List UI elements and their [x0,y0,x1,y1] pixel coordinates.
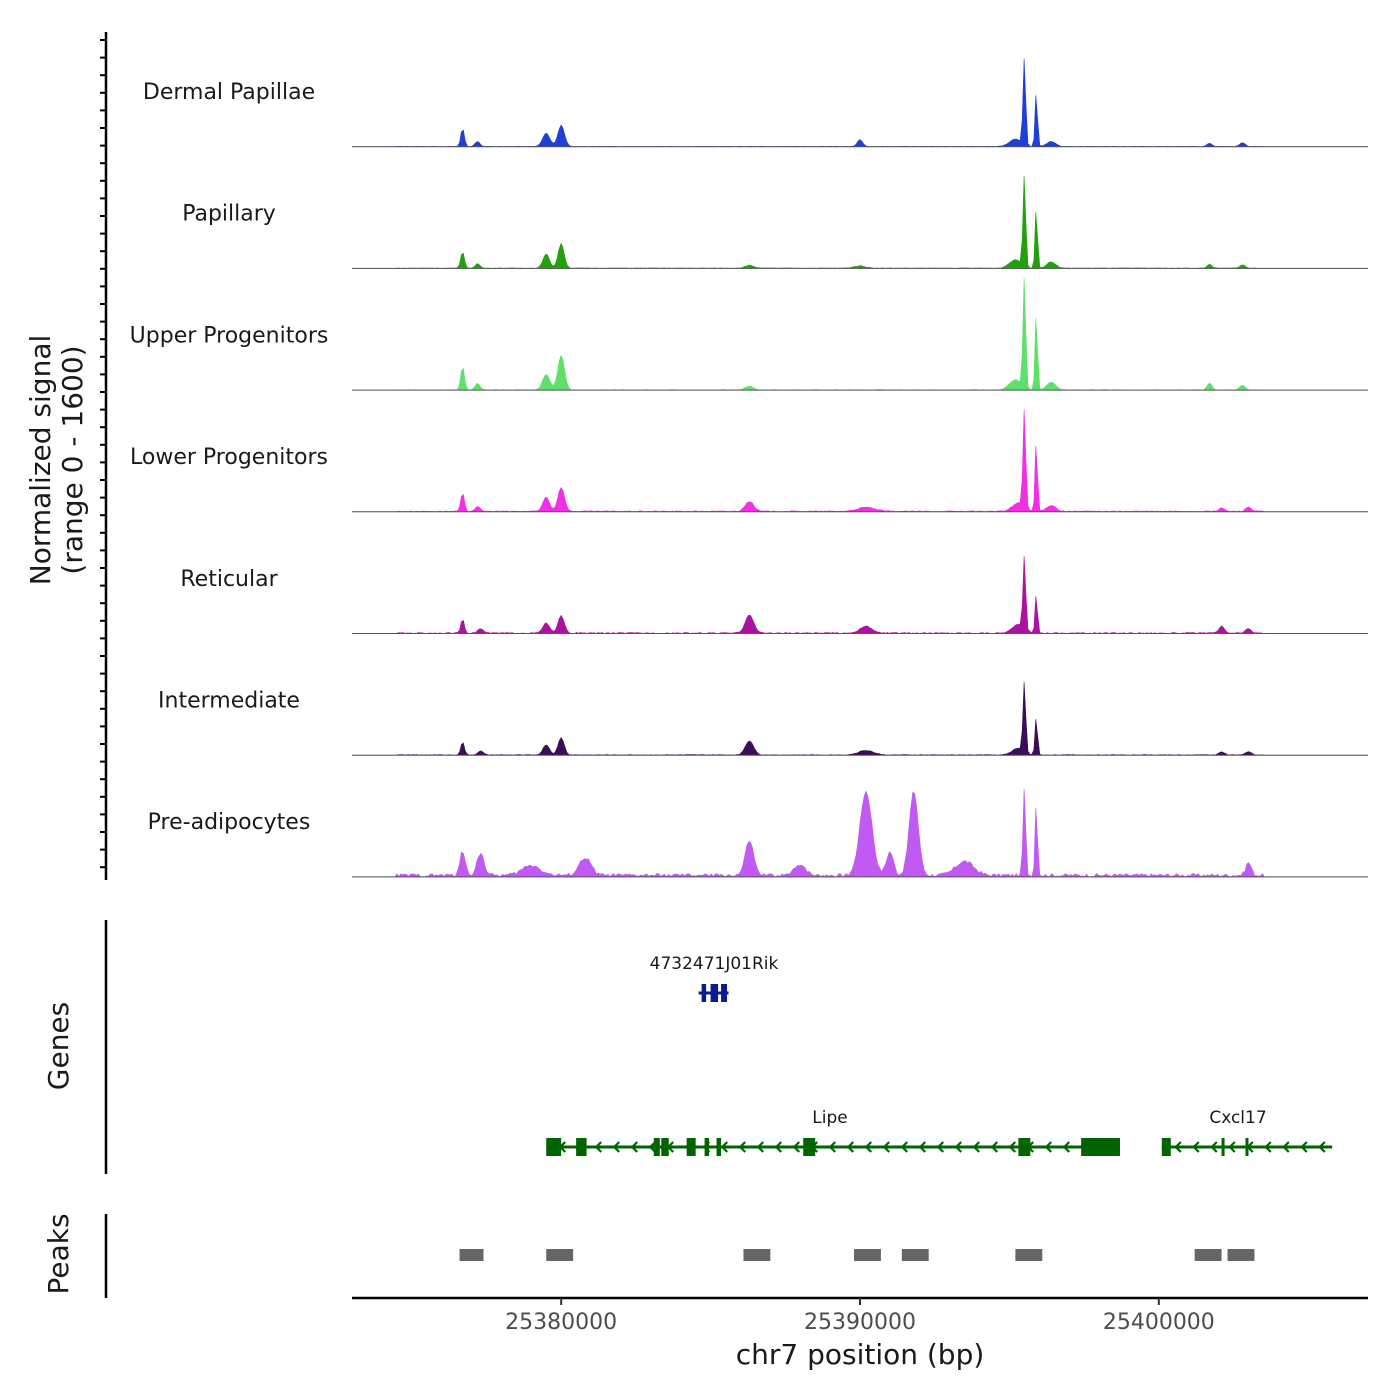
gene-exon [686,1138,696,1156]
track-upper-progenitors: Upper Progenitors [130,278,1368,391]
strand-arrow [954,1141,963,1153]
track-signal-area [352,681,1368,756]
gene-lipe: Lipe [546,1108,1120,1156]
peak-region [1227,1249,1255,1261]
strand-arrow [720,1141,729,1153]
track-label: Lower Progenitors [130,445,328,470]
track-pre-adipocytes: Pre-adipocytes [148,788,1368,878]
x-tick-label: 25380000 [505,1310,617,1335]
track-signal-area [352,409,1368,513]
track-label: Papillary [182,202,276,227]
peaks-panel-title: Peaks [42,1213,75,1294]
strand-arrow [1044,1141,1053,1153]
gene-exon [721,984,728,1002]
strand-arrow [1264,1141,1272,1153]
strand-arrow [900,1141,909,1153]
track-intermediate: Intermediate [158,681,1368,756]
genes-panel-title: Genes [42,1002,75,1090]
strand-arrow [1174,1141,1182,1153]
strand-arrow [630,1141,639,1153]
gene-exon [803,1138,816,1156]
peak-panel [459,1249,1255,1261]
track-signal-area [352,175,1368,269]
gene-exon [576,1138,587,1156]
x-axis: 25380000 25390000 25400000 [352,1296,1368,1335]
left-axes [100,32,108,1298]
gene-exon [1081,1138,1120,1156]
strand-arrow [792,1141,801,1153]
y-axis-range-note: (range 0 - 1600) [56,345,89,574]
peak-region [1194,1249,1222,1261]
track-reticular: Reticular [180,556,1368,634]
strand-arrow [1062,1141,1071,1153]
peak-region [743,1249,771,1261]
gene-4732471j01rik: 4732471J01Rik [650,954,779,1002]
gene-exon [1161,1138,1171,1156]
strand-arrow [936,1141,945,1153]
gene-label: 4732471J01Rik [650,954,779,974]
strand-arrow [972,1141,981,1153]
gene-exon [1221,1138,1225,1156]
track-signal-area [352,556,1368,634]
strand-arrow [828,1141,837,1153]
strand-arrow [1210,1141,1218,1153]
track-signal-area [352,58,1368,148]
gene-exon [653,1138,660,1156]
strand-arrow [1228,1141,1236,1153]
strand-arrow [648,1141,657,1153]
gene-exon [546,1138,562,1156]
strand-arrow [594,1141,603,1153]
strand-arrow [756,1141,765,1153]
gene-label: Lipe [812,1108,847,1128]
strand-arrow [1192,1141,1200,1153]
track-signal-area [352,788,1368,878]
strand-arrow [612,1141,621,1153]
strand-arrow [1282,1141,1290,1153]
x-axis-title: chr7 position (bp) [736,1338,985,1371]
gene-exon [710,984,719,1002]
strand-arrow [774,1141,783,1153]
peak-region [854,1249,881,1261]
track-papillary: Papillary [182,175,1368,269]
track-label: Dermal Papillae [143,80,315,105]
strand-arrow [846,1141,855,1153]
x-tick-label: 25390000 [804,1310,916,1335]
strand-arrow [1300,1141,1308,1153]
gene-exon [716,1138,722,1156]
gene-exon [1245,1138,1249,1156]
gene-exon [661,1138,669,1156]
gene-exon [704,1138,710,1156]
strand-arrow [918,1141,927,1153]
track-label: Reticular [180,567,278,592]
track-label: Intermediate [158,689,300,714]
y-axis-title: Normalized signal [24,335,57,586]
track-label: Pre-adipocytes [148,810,311,835]
track-signal-area [352,278,1368,391]
x-tick-label: 25400000 [1103,1310,1215,1335]
peak-region [1015,1249,1043,1261]
gene-exon [701,984,707,1002]
track-lower-progenitors: Lower Progenitors [130,409,1368,513]
track-dermal-papillae: Dermal Papillae [143,58,1368,148]
gene-label: Cxcl17 [1209,1108,1266,1128]
peak-region [901,1249,929,1261]
gene-cxcl17: Cxcl17 [1161,1108,1333,1156]
strand-arrow [738,1141,747,1153]
strand-arrow [990,1141,999,1153]
peak-region [546,1249,574,1261]
peak-region [459,1249,484,1261]
gene-exon [1018,1138,1031,1156]
strand-arrow [864,1141,873,1153]
strand-arrow [1318,1141,1326,1153]
gene-annotation-panel: 4732471J01Rik Lipe Cxcl17 [546,954,1333,1156]
strand-arrow [882,1141,891,1153]
signal-tracks: Dermal Papillae Papillary Upper Progenitor… [130,58,1368,878]
strand-arrow [1008,1141,1017,1153]
track-label: Upper Progenitors [130,323,329,348]
